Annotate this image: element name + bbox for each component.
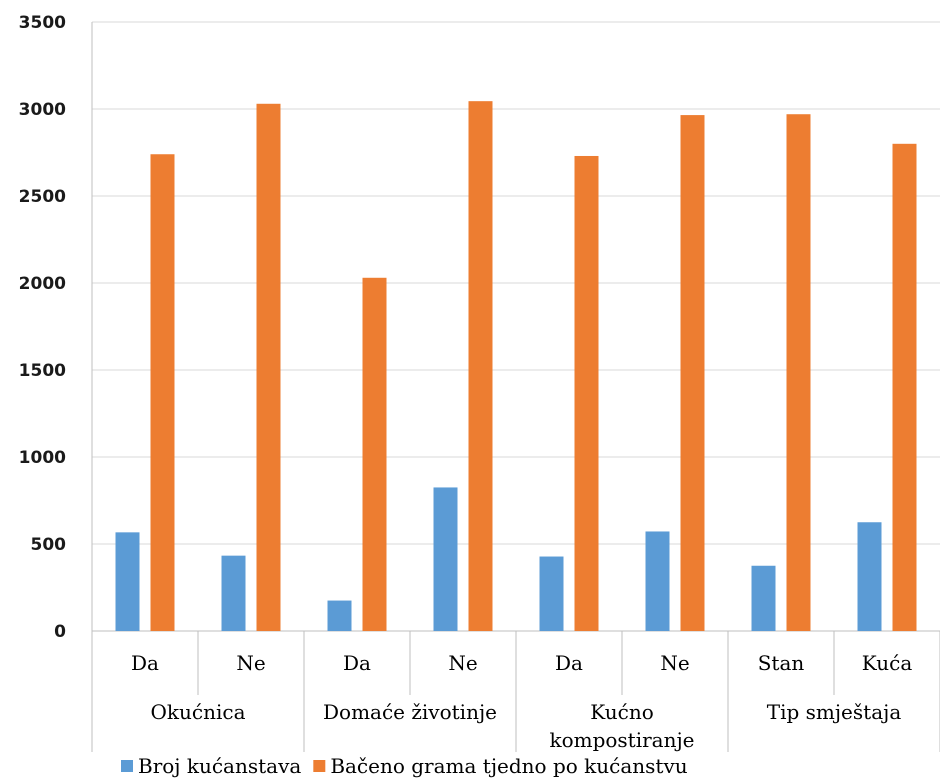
bar-series2 [256, 103, 281, 631]
bar-series1 [115, 532, 140, 631]
y-tick-label: 1500 [19, 361, 66, 381]
x-group-label: Domaće životinje [323, 700, 497, 724]
y-tick-label: 2000 [19, 274, 66, 294]
y-tick-label: 2500 [19, 187, 66, 207]
legend-label: Bačeno grama tjedno po kućanstvu [330, 754, 687, 778]
x-group-label: Tip smještaja [767, 700, 902, 724]
y-tick-label: 3500 [19, 13, 66, 33]
bar-series1 [751, 565, 776, 631]
x-category-label: Da [343, 651, 371, 675]
x-category-label: Stan [758, 651, 805, 675]
bar-series1 [433, 487, 458, 631]
x-category-label: Ne [448, 651, 477, 675]
bar-series2 [892, 143, 917, 632]
bar-series2 [468, 101, 493, 632]
y-tick-label: 500 [31, 535, 67, 555]
x-category-label: Da [555, 651, 583, 675]
bar-series2 [362, 277, 387, 631]
x-group-label: Kućno [590, 700, 654, 724]
bar-series1 [539, 556, 564, 631]
bar-series1 [857, 522, 882, 631]
bar-series1 [221, 555, 246, 631]
x-category-label: Kuća [862, 651, 913, 675]
bar-series2 [680, 115, 705, 632]
x-group-label: Okućnica [151, 700, 246, 724]
bar-series1 [645, 531, 670, 631]
x-category-label: Ne [236, 651, 265, 675]
bar-series2 [150, 154, 175, 632]
legend-swatch [121, 760, 133, 772]
x-category-label: Ne [660, 651, 689, 675]
legend-swatch [313, 760, 326, 772]
bar-series2 [574, 155, 599, 632]
x-group-label: kompostiranje [549, 728, 694, 752]
y-tick-label: 1000 [19, 448, 66, 468]
legend-label: Broj kućanstava [138, 754, 301, 778]
bar-series1 [327, 600, 352, 631]
y-tick-label: 3000 [19, 100, 66, 120]
bar-series2 [786, 114, 811, 632]
y-tick-label: 0 [54, 622, 66, 642]
x-category-label: Da [131, 651, 159, 675]
